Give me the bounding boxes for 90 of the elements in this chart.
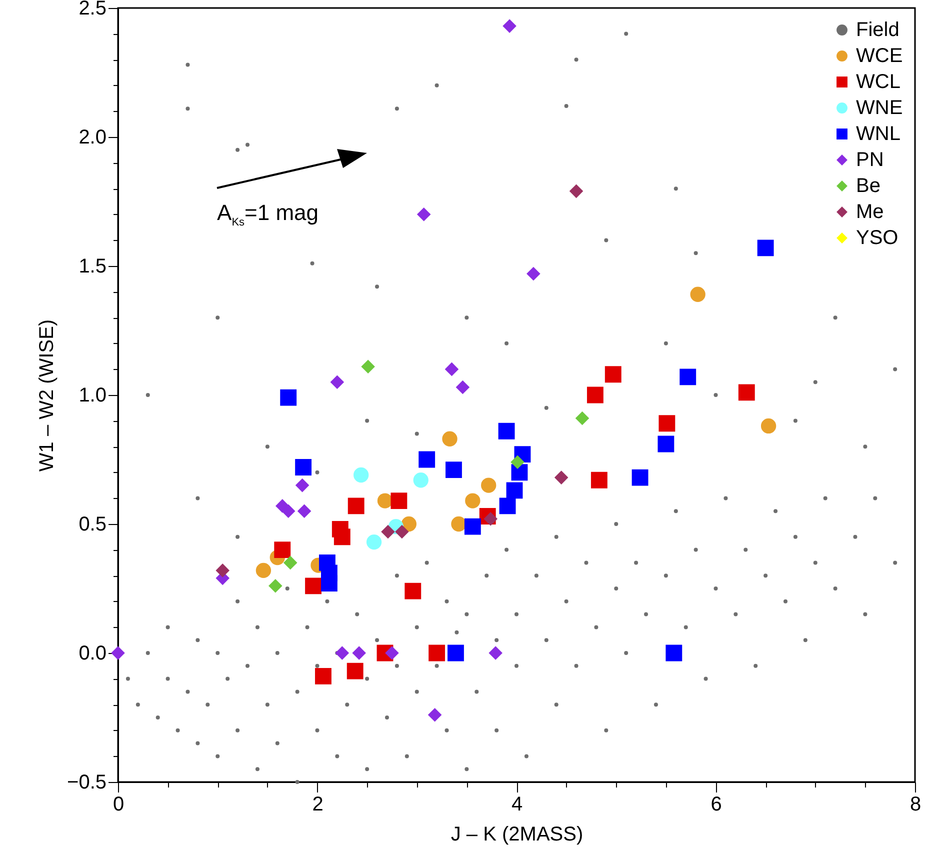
point [111,646,125,660]
point [586,386,604,404]
point [590,472,608,488]
point [506,482,523,499]
point [335,646,350,660]
x-tick-label: 6 [710,794,722,816]
x-tick-label: 8 [910,794,922,816]
point [268,579,282,593]
legend-label: WNE [856,97,903,119]
y-tick-label: 0.0 [78,642,106,664]
point [377,493,393,508]
point [526,266,540,281]
point [488,646,502,660]
point [499,498,516,514]
point [481,478,496,493]
legend-label: YSO [856,227,898,249]
point [484,512,498,526]
point [385,646,399,660]
point [395,524,409,539]
point [295,459,312,476]
point [760,418,776,434]
point [418,451,436,468]
point [448,644,464,662]
point [444,362,459,376]
legend-label: PN [856,149,884,171]
point [757,240,774,256]
y-tick-label: 1.5 [78,256,106,278]
legend-label: Field [856,19,900,41]
point [456,380,470,394]
point [498,422,515,440]
point [381,524,395,539]
point [348,498,364,514]
x-axis-title: J – K (2MASS) [450,824,584,846]
point [413,472,428,488]
point [346,662,364,680]
point [354,467,369,483]
legend-label: WCL [856,71,900,93]
point [666,644,682,662]
legend-label: Be [856,175,880,197]
point [690,286,706,302]
y-tick-label: 0.5 [78,514,106,536]
point [632,469,648,486]
point [442,431,458,446]
y-tick-label: 2.5 [78,0,106,20]
annotation: A$_{Ks}$=1 mag [217,200,319,228]
point [464,518,481,535]
y-axis-title: W1 – W2 (WISE) [36,319,58,472]
point [404,582,422,600]
point [658,436,674,452]
legend-label: WNL [856,123,900,145]
point [283,556,298,570]
point [502,19,516,33]
point [428,708,442,722]
point [352,646,366,660]
x-tick-label: 0 [112,794,124,816]
point [361,360,375,374]
point [451,516,466,532]
point [510,455,524,469]
legend-label: Me [856,201,884,223]
point [216,564,230,578]
point [334,528,350,546]
point [680,368,696,386]
point [604,366,622,383]
point [416,208,431,222]
y-tick-label: 1.0 [78,384,106,406]
point [295,478,310,492]
point [256,562,272,578]
y-tick-label: −0.5 [67,772,106,794]
point [738,384,755,401]
point [305,578,322,594]
point [575,411,590,426]
point [281,504,296,518]
point [658,415,676,432]
y-tick-label: 2.0 [78,126,106,148]
point [446,462,462,478]
x-tick-label: 4 [511,794,523,816]
point [554,470,568,484]
legend-label: WCE [856,45,903,67]
point [274,542,291,558]
point [280,389,297,406]
point [297,504,312,518]
point [428,644,446,662]
point [569,184,584,198]
x-tick-label: 2 [312,794,324,816]
point [390,492,408,509]
point [315,668,332,684]
point [366,534,382,550]
point [465,493,480,508]
point [330,375,344,389]
point [320,575,338,592]
